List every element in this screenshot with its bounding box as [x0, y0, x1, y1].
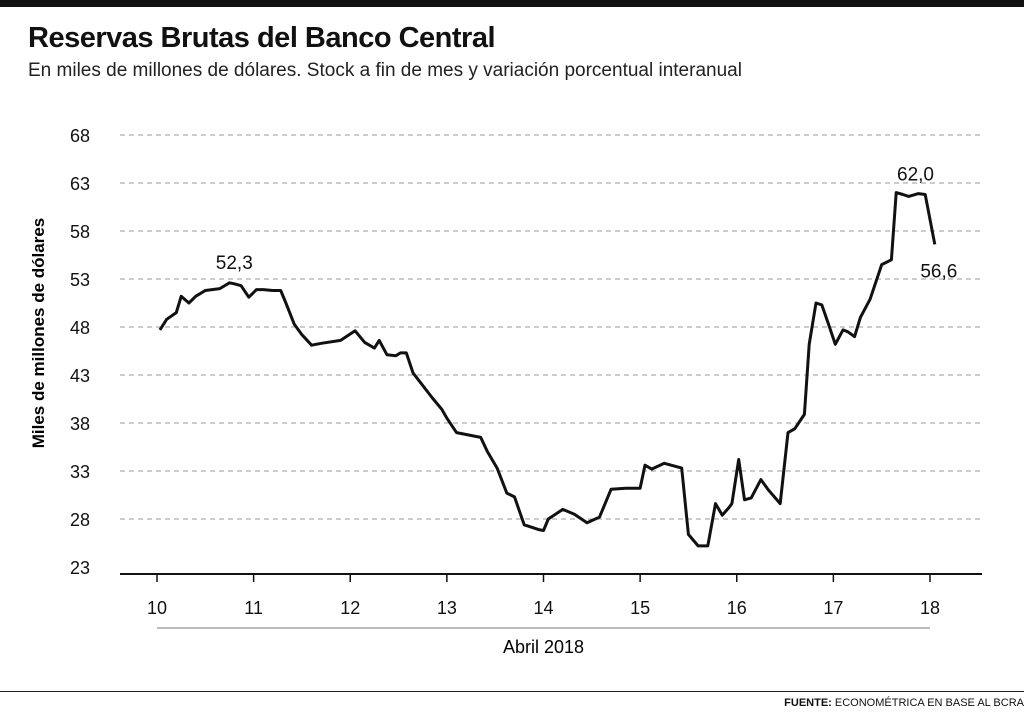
source-note: FUENTE: ECONOMÉTRICA EN BASE AL BCRA [784, 697, 1024, 709]
data-label: 62,0 [897, 165, 934, 186]
source-label: FUENTE: [784, 697, 832, 709]
x-axis-label: Abril 2018 [503, 637, 584, 657]
top-rule [0, 0, 1024, 7]
x-tick-label: 10 [147, 598, 167, 618]
x-tick-label: 16 [727, 598, 747, 618]
series-line [158, 191, 937, 548]
x-tick-label: 11 [244, 598, 263, 618]
y-tick-label: 48 [70, 318, 90, 338]
chart-subtitle: En miles de millones de dólares. Stock a… [28, 60, 742, 81]
data-label: 56,6 [920, 261, 957, 282]
y-tick-label: 28 [70, 510, 90, 530]
annotations: 52,3 62,0 56,6 [216, 165, 958, 283]
x-tick-label: 15 [630, 598, 650, 618]
y-tick-label: 68 [70, 126, 90, 146]
y-tick-label: 63 [70, 174, 90, 194]
y-tick-label: 38 [70, 414, 90, 434]
gridlines [120, 134, 982, 520]
x-tick-label: 13 [437, 598, 457, 618]
data-label: 52,3 [216, 253, 253, 274]
x-axis-ticks: 10 11 12 13 14 15 16 17 18 [147, 574, 940, 618]
y-axis-ticks: 23 28 33 38 43 48 53 58 63 68 [70, 126, 90, 578]
source-text: ECONOMÉTRICA EN BASE AL BCRA [834, 697, 1024, 709]
y-tick-label: 43 [70, 366, 90, 386]
y-tick-label: 53 [70, 270, 90, 290]
x-tick-label: 12 [340, 598, 360, 618]
y-tick-label: 58 [70, 222, 90, 242]
x-tick-label: 17 [823, 598, 843, 618]
y-axis-label: Miles de millones de dólares [29, 218, 48, 449]
chart-title: Reservas Brutas del Banco Central [28, 22, 496, 54]
y-tick-label: 33 [70, 462, 90, 482]
x-tick-label: 14 [533, 598, 553, 618]
x-tick-label: 18 [920, 598, 940, 618]
bottom-rule [0, 691, 1024, 692]
y-tick-label: 23 [70, 558, 90, 578]
